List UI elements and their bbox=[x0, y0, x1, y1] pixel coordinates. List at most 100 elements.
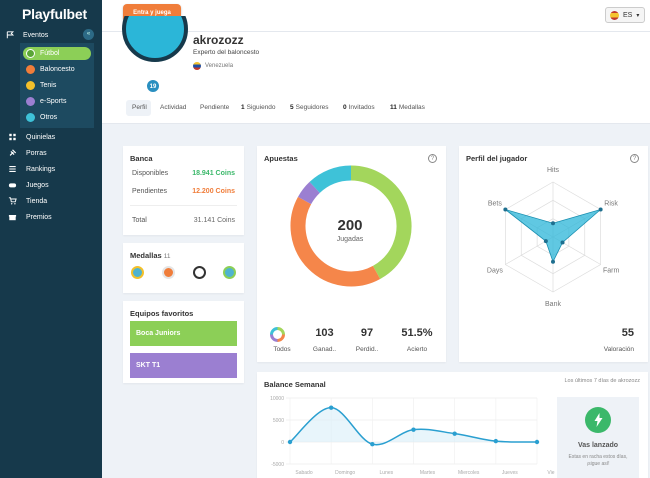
sport-label: Tenis bbox=[40, 82, 57, 89]
nav-label: Premios bbox=[26, 213, 52, 221]
radar-point bbox=[560, 240, 565, 245]
medal-icon[interactable] bbox=[223, 266, 236, 279]
top-bar: Entra y juega ES ▾ bbox=[102, 0, 650, 32]
gamepad-icon bbox=[26, 97, 35, 106]
tab-actividad[interactable]: Actividad bbox=[160, 104, 187, 111]
divider bbox=[130, 205, 237, 206]
nav-label: Juegos bbox=[26, 181, 49, 189]
tab-seguidores[interactable]: 5 Seguidores bbox=[290, 104, 329, 111]
medallas-count: 11 bbox=[163, 253, 171, 260]
radar-axis-label: Hits bbox=[547, 167, 560, 174]
nav-quinielas[interactable]: Quinielas bbox=[8, 133, 55, 141]
all-filter-icon[interactable] bbox=[270, 327, 285, 342]
banca-title: Banca bbox=[130, 154, 153, 163]
radar-axis-label: Bank bbox=[545, 301, 561, 308]
language-selector[interactable]: ES ▾ bbox=[605, 7, 645, 23]
balance-point bbox=[370, 442, 375, 447]
plus-circle-icon bbox=[26, 113, 35, 122]
sport-item-baloncesto[interactable]: Baloncesto bbox=[23, 63, 91, 76]
donut-slice-baloncesto bbox=[290, 196, 381, 287]
radar-point bbox=[551, 259, 555, 264]
team-skt-t1[interactable]: SKT T1 bbox=[130, 353, 237, 378]
sports-submenu: Fútbol Baloncesto Tenis e-Sports Otros bbox=[20, 43, 94, 128]
balance-card: Balance Semanal Los últimos 7 días de ak… bbox=[257, 372, 648, 478]
nav-label: Quinielas bbox=[26, 133, 56, 141]
avatar[interactable] bbox=[122, 16, 188, 62]
brand-logo[interactable]: Playfulbet bbox=[22, 6, 87, 22]
medal-icon[interactable] bbox=[131, 266, 144, 279]
profile-header: 19 akrozozz Experto del baloncesto Venez… bbox=[102, 16, 650, 124]
total-value: 31.141 Coins bbox=[193, 217, 235, 224]
x-tick-label: Lunes bbox=[380, 470, 394, 476]
equipos-title: Equipos favoritos bbox=[130, 309, 194, 318]
nav-porras[interactable]: Porras bbox=[8, 149, 47, 157]
nav-premios[interactable]: Premios bbox=[8, 213, 52, 221]
radar-point bbox=[543, 239, 548, 244]
donut-slice-otros bbox=[309, 165, 352, 194]
sport-item-esports[interactable]: e-Sports bbox=[23, 95, 91, 108]
sport-item-tenis[interactable]: Tenis bbox=[23, 79, 91, 92]
apuestas-card: Apuestas ? 200 Jugadas 103 97 51.5% Todo… bbox=[257, 146, 446, 362]
tennis-ball-icon bbox=[26, 81, 35, 90]
nav-eventos[interactable]: Eventos « bbox=[6, 28, 96, 42]
basketball-medal-icon[interactable] bbox=[162, 266, 175, 279]
medallas-card: Medallas 11 bbox=[123, 243, 244, 293]
radar-axis-label: Bets bbox=[488, 200, 503, 207]
stat-ganadas-label: Ganad.. bbox=[312, 346, 337, 353]
nav-rankings[interactable]: Rankings bbox=[8, 165, 55, 173]
nav-juegos[interactable]: Juegos bbox=[8, 181, 49, 189]
balance-line-chart: 10000 5000 0 -5000 Sabado Domingo Lunes Martes M… bbox=[270, 396, 555, 476]
total-label: Total bbox=[132, 217, 147, 224]
sidebar: Playfulbet Eventos « Fútbol Baloncesto T… bbox=[0, 0, 102, 478]
sport-item-otros[interactable]: Otros bbox=[23, 111, 91, 124]
equipos-card: Equipos favoritos Boca Juniors SKT T1 bbox=[123, 301, 244, 383]
help-icon[interactable]: ? bbox=[630, 154, 639, 163]
country-label: Venezuela bbox=[205, 63, 234, 69]
donut-slice-e-sports bbox=[297, 181, 321, 205]
pendientes-label: Pendientes bbox=[132, 188, 168, 195]
language-label: ES bbox=[623, 11, 633, 19]
help-icon[interactable]: ? bbox=[428, 154, 437, 163]
level-badge: 19 bbox=[146, 79, 160, 93]
team-boca-juniors[interactable]: Boca Juniors bbox=[130, 321, 237, 346]
balance-point bbox=[452, 431, 457, 436]
y-tick-label: 10000 bbox=[270, 396, 284, 402]
player-radar-chart: Hits Risk Farm Bank Days Bets bbox=[487, 167, 620, 308]
list-icon bbox=[9, 166, 16, 172]
streak-title: Vas lanzado bbox=[577, 442, 619, 449]
venezuela-flag-icon bbox=[193, 62, 201, 70]
sport-label: Baloncesto bbox=[40, 66, 75, 73]
flag-icon bbox=[6, 31, 15, 39]
pendientes-value: 12.200 Coins bbox=[192, 188, 235, 195]
nav-tienda[interactable]: Tienda bbox=[8, 197, 47, 205]
soccer-ball-icon bbox=[26, 49, 35, 58]
soccer-medal-icon[interactable] bbox=[193, 266, 206, 279]
radar-axis-label: Farm bbox=[603, 268, 620, 275]
donut-center-label: Jugadas bbox=[336, 236, 364, 243]
tab-perfil[interactable]: Perfil bbox=[126, 100, 151, 116]
spain-flag-icon bbox=[610, 10, 619, 20]
collapse-icon[interactable]: « bbox=[83, 29, 94, 40]
rating-value: 55 bbox=[621, 327, 634, 339]
user-title: Experto del baloncesto bbox=[193, 49, 260, 56]
radar-point bbox=[503, 207, 508, 212]
donut-slice-fútbol bbox=[350, 165, 412, 280]
y-tick-label: 0 bbox=[281, 440, 284, 446]
tab-invitados[interactable]: 0 Invitados bbox=[343, 104, 375, 111]
radar-axis-label: Risk bbox=[604, 200, 618, 207]
stat-todos-label[interactable]: Todos bbox=[273, 346, 291, 353]
tab-pendiente[interactable]: Pendiente bbox=[200, 104, 230, 111]
tab-medallas[interactable]: 11 Medallas bbox=[390, 104, 425, 111]
tab-siguiendo[interactable]: 1 Siguiendo bbox=[241, 104, 276, 111]
balance-period: Los últimos 7 días de akrozozz bbox=[564, 378, 640, 384]
gift-icon bbox=[8, 215, 17, 221]
nav-label: Tienda bbox=[26, 197, 48, 205]
sport-label: Otros bbox=[40, 114, 58, 121]
y-tick-label: 5000 bbox=[273, 418, 284, 424]
sport-item-futbol[interactable]: Fútbol bbox=[23, 47, 91, 60]
cart-icon bbox=[8, 197, 17, 205]
x-tick-label: Vie bbox=[547, 470, 554, 476]
nav-eventos-label: Eventos bbox=[23, 31, 49, 39]
streak-panel: Vas lanzado Estas en racha estos días, ¡… bbox=[557, 397, 639, 478]
chevron-down-icon: ▾ bbox=[636, 12, 640, 19]
